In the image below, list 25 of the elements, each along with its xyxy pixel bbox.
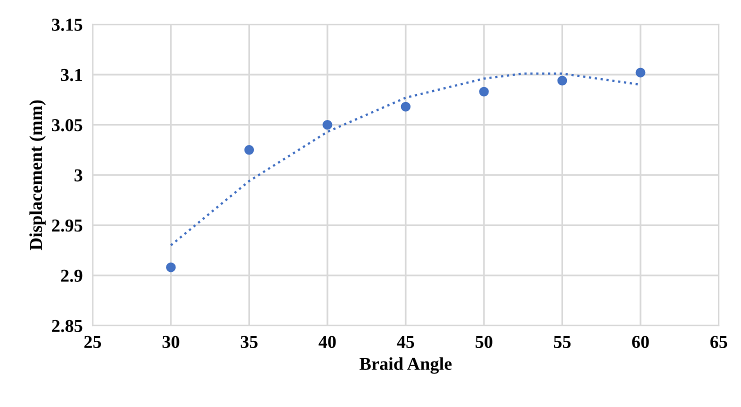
- y-tick-label: 2.9: [61, 270, 82, 282]
- y-tick-label: 3.15: [52, 18, 82, 31]
- point: [636, 68, 646, 78]
- point: [322, 120, 332, 130]
- x-tick-label: 35: [240, 336, 258, 348]
- x-tick-label: 55: [554, 336, 571, 348]
- point: [400, 102, 411, 112]
- x-tick-label: 40: [318, 336, 336, 348]
- y-tick-label: 3.1: [61, 68, 82, 82]
- y-tick-label: 3: [74, 169, 82, 182]
- point: [557, 76, 568, 86]
- x-tick-label: 50: [476, 336, 492, 348]
- x-tick-label: 30: [162, 336, 180, 348]
- y-axis-title: Displacement (mm): [29, 100, 46, 250]
- point: [166, 262, 176, 272]
- x-tick-label: 25: [84, 336, 101, 348]
- y-tick-label: 2.95: [52, 220, 82, 232]
- x-axis-title: Braid Angle: [360, 357, 452, 374]
- y-tick-label: 2.85: [52, 320, 82, 332]
- x-tick-label: 45: [396, 336, 414, 348]
- point: [479, 86, 489, 97]
- x-tick-label: 60: [632, 336, 649, 348]
- point: [244, 145, 254, 155]
- x-tick-label: 65: [710, 336, 728, 348]
- y-tick-label: 3.05: [52, 119, 82, 132]
